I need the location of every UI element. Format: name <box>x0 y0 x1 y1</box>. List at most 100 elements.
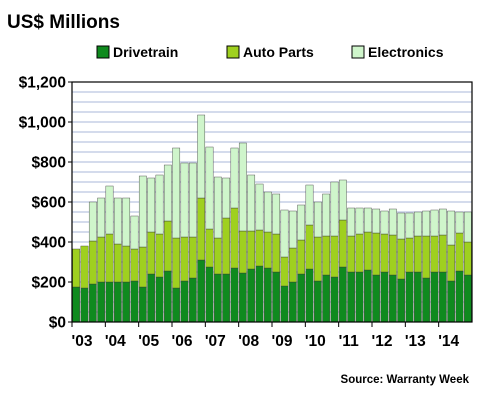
bar-drivetrain <box>238 272 247 323</box>
bar-drivetrain <box>330 276 339 323</box>
bar-drivetrain <box>222 273 231 323</box>
bar-drivetrain <box>372 274 381 323</box>
bar-drivetrain <box>72 286 81 323</box>
x-tick-label: '03 <box>72 333 93 350</box>
bar-drivetrain <box>363 269 372 323</box>
bar-drivetrain <box>313 280 322 323</box>
bar-auto-parts <box>338 219 347 268</box>
bar-auto-parts <box>180 236 189 282</box>
bar-auto-parts <box>455 232 464 272</box>
bar-auto-parts <box>397 238 406 280</box>
bar-drivetrain <box>438 271 447 323</box>
bar-drivetrain <box>338 266 347 323</box>
y-tick-label: $0 <box>49 315 66 332</box>
bar-drivetrain <box>147 273 156 323</box>
bar-drivetrain <box>422 277 431 323</box>
bar-electronics <box>97 197 106 238</box>
bar-auto-parts <box>363 231 372 271</box>
bar-electronics <box>447 210 456 246</box>
bar-electronics <box>263 191 272 233</box>
bar-auto-parts <box>113 243 122 283</box>
bar-auto-parts <box>330 235 339 278</box>
bar-auto-parts <box>322 235 331 276</box>
bar-drivetrain <box>105 281 114 323</box>
bar-electronics <box>430 209 439 237</box>
bar-auto-parts <box>163 220 172 272</box>
bar-electronics <box>380 210 389 235</box>
bar-drivetrain <box>263 267 272 323</box>
bar-electronics <box>363 207 372 233</box>
bar-drivetrain <box>413 271 422 323</box>
bar-electronics <box>372 208 381 234</box>
bar-auto-parts <box>305 224 314 270</box>
y-tick-label: $200 <box>32 275 66 292</box>
bar-auto-parts <box>197 197 206 261</box>
bar-electronics <box>113 197 122 245</box>
bar-electronics <box>397 212 406 240</box>
y-tick-label: $400 <box>32 235 66 252</box>
bar-auto-parts <box>188 236 197 279</box>
bar-drivetrain <box>138 286 147 323</box>
y-tick-label: $800 <box>32 155 66 172</box>
bar-drivetrain <box>213 273 222 323</box>
bar-auto-parts <box>405 237 414 273</box>
bar-electronics <box>147 177 156 233</box>
bar-drivetrain <box>88 283 97 323</box>
bar-electronics <box>180 162 189 238</box>
bar-auto-parts <box>80 245 89 289</box>
bar-electronics <box>230 147 239 209</box>
bar-electronics <box>138 175 147 248</box>
bar-electronics <box>238 142 247 232</box>
bar-electronics <box>122 197 131 247</box>
bar-auto-parts <box>347 235 356 273</box>
bar-auto-parts <box>380 233 389 273</box>
legend-swatch-auto-parts <box>226 45 240 59</box>
source-label: Source: Warranty Week <box>341 374 470 386</box>
bar-electronics <box>355 207 364 235</box>
x-tick-label: '14 <box>438 333 459 350</box>
bar-electronics <box>288 210 297 249</box>
bar-drivetrain <box>255 265 264 323</box>
x-tick-label: '10 <box>305 333 326 350</box>
bar-drivetrain <box>447 280 456 323</box>
bar-drivetrain <box>163 270 172 323</box>
bar-electronics <box>272 193 281 235</box>
bar-drivetrain <box>122 281 131 323</box>
legend-label-auto-parts: Auto Parts <box>243 44 314 60</box>
bar-drivetrain <box>130 280 139 323</box>
bar-auto-parts <box>122 245 131 283</box>
bar-auto-parts <box>438 234 447 273</box>
bar-auto-parts <box>155 233 164 278</box>
bar-electronics <box>205 146 214 230</box>
x-axis: '03 '04 '05 '06 '07 '08 '09 '10 '11 '12 '13 '14 <box>71 322 460 350</box>
bar-electronics <box>155 174 164 235</box>
bar-auto-parts <box>247 230 256 270</box>
bar-electronics <box>463 211 472 243</box>
bar-auto-parts <box>230 207 239 269</box>
bar-electronics <box>455 211 464 234</box>
legend-label-drivetrain: Drivetrain <box>113 44 178 60</box>
bar-auto-parts <box>172 237 181 289</box>
y-axis: $0 $200 $400 $600 $800 $1,000 $1,200 <box>19 75 72 332</box>
bar-auto-parts <box>288 247 297 283</box>
gridlines <box>72 91 472 313</box>
bar-auto-parts <box>222 217 231 275</box>
bar-electronics <box>297 204 306 241</box>
bar-auto-parts <box>147 231 156 275</box>
bar-drivetrain <box>180 280 189 323</box>
x-tick-label: '05 <box>138 333 159 350</box>
bar-auto-parts <box>105 233 114 283</box>
bar-electronics <box>313 201 322 238</box>
bar-electronics <box>197 114 206 199</box>
bar-electronics <box>130 215 139 250</box>
bar-auto-parts <box>138 246 147 288</box>
bars <box>72 114 472 323</box>
bar-auto-parts <box>430 235 439 273</box>
bar-electronics <box>247 174 256 232</box>
plot-border <box>71 81 473 323</box>
bar-drivetrain <box>463 274 472 323</box>
bar-auto-parts <box>88 240 97 285</box>
bar-electronics <box>405 212 414 239</box>
bar-auto-parts <box>413 235 422 273</box>
